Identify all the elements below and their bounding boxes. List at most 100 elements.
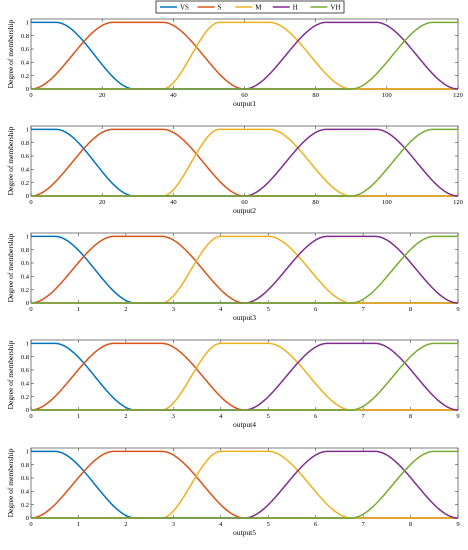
chart-panel-4: 0 1 2 3 4 5 6 7 8 9 0 0.2 0.4 0.6 0.8 1 output4 Degree of…: [6, 339, 460, 429]
x-tick-label: 4: [219, 521, 223, 528]
chart-panel-2: 0 20 40 60 80 100 120 0 0.2 0.4 0.6 0.8 1 output2 Degr…: [6, 125, 463, 215]
y-axis-label: Degree of membership: [6, 340, 15, 409]
y-tick-label: 0.8: [21, 33, 29, 40]
x-tick-label: 8: [409, 306, 412, 313]
x-tick-label: 2: [124, 521, 127, 528]
x-tick-label: 8: [409, 521, 412, 528]
y-axis-label: Degree of membership: [6, 233, 15, 302]
legend-label-m: M: [255, 4, 262, 12]
x-tick-label: 120: [453, 92, 463, 99]
chart-panel-3: 0 1 2 3 4 5 6 7 8 9 0 0.2 0.4 0.6 0.8 1 output3 Degree of…: [6, 232, 460, 322]
chart-panel-1: 0 20 40 60 80 100 120 0 0.2 0.4 0.6 0.8 1 output1 Degr…: [6, 18, 463, 108]
x-tick-label: 3: [172, 413, 175, 420]
series-line-vs: [31, 235, 458, 304]
y-tick-label: 1: [26, 127, 29, 134]
y-tick-label: 0.6: [21, 475, 30, 482]
y-tick-label: 1: [26, 20, 29, 27]
y-axis-label: Degree of membership: [6, 448, 15, 517]
y-tick-label: 0.8: [21, 247, 29, 254]
y-tick-label: 0.2: [21, 73, 29, 80]
x-tick-label: 9: [456, 306, 459, 313]
chart-panel-5: 0 1 2 3 4 5 6 7 8 9 0 0.2 0.4 0.6 0.8 1 output5 Degree of…: [6, 447, 460, 537]
x-tick-label: 1: [77, 306, 80, 313]
y-tick-label: 0.6: [21, 260, 30, 267]
legend-label-s: S: [218, 4, 222, 12]
x-tick-label: 120: [453, 199, 463, 206]
y-tick-label: 0.4: [21, 381, 30, 388]
x-tick-label: 100: [382, 199, 392, 206]
chart-panels: 0 20 40 60 80 100 12000.20.40.60.81output1Degr…: [6, 18, 463, 537]
x-tick-label: 4: [219, 413, 223, 420]
y-tick-label: 0.6: [21, 153, 30, 160]
y-tick-label: 1: [26, 234, 29, 241]
x-tick-label: 5: [267, 521, 270, 528]
x-tick-label: 3: [172, 521, 175, 528]
series-line-vh: [31, 128, 458, 197]
y-axis-label: Degree of membership: [6, 126, 15, 195]
x-tick-label: 7: [361, 306, 365, 313]
x-axis-label: output3: [233, 313, 256, 322]
series-line-vh: [31, 342, 458, 411]
series-line-vs: [31, 128, 458, 197]
x-tick-label: 20: [99, 92, 106, 99]
x-tick-label: 2: [124, 306, 127, 313]
x-axis-label: output1: [233, 99, 256, 108]
y-tick-label: 0.4: [21, 489, 30, 496]
x-axis-label: output5: [233, 528, 256, 537]
series-line-vh: [31, 450, 458, 519]
y-axis-label: Degree of membership: [6, 19, 15, 88]
x-tick-label: 2: [124, 413, 127, 420]
y-tick-label: 0: [26, 193, 29, 200]
x-tick-label: 0: [29, 199, 32, 206]
x-tick-label: 1: [77, 413, 80, 420]
x-tick-label: 80: [312, 199, 319, 206]
y-tick-label: 0.2: [21, 180, 29, 187]
x-tick-label: 0: [29, 306, 32, 313]
y-tick-label: 0: [26, 515, 29, 522]
y-tick-label: 0.2: [21, 394, 29, 401]
legend-label-h: H: [293, 4, 298, 12]
y-tick-label: 0.6: [21, 367, 30, 374]
y-tick-label: 0: [26, 407, 29, 414]
series-line-vs: [31, 21, 458, 90]
y-tick-label: 0.8: [21, 462, 29, 469]
x-tick-label: 9: [456, 413, 459, 420]
legend-label-vh: VH: [330, 4, 340, 12]
series-line-vs: [31, 450, 458, 519]
x-tick-label: 60: [241, 199, 248, 206]
x-tick-label: 80: [312, 92, 319, 99]
y-tick-label: 0.4: [21, 60, 30, 67]
x-axis-label: output2: [233, 206, 256, 215]
legend-label-vs: VS: [180, 4, 189, 12]
y-tick-label: 1: [26, 341, 29, 348]
x-tick-label: 6: [314, 521, 318, 528]
x-tick-label: 40: [170, 92, 177, 99]
series-line-vh: [31, 235, 458, 304]
x-axis-label: output4: [233, 420, 256, 429]
y-tick-label: 0.8: [21, 140, 29, 147]
x-tick-label: 3: [172, 306, 175, 313]
y-tick-label: 0.2: [21, 287, 29, 294]
x-tick-label: 9: [456, 521, 459, 528]
x-tick-label: 40: [170, 199, 177, 206]
y-tick-label: 0.4: [21, 274, 30, 281]
x-tick-label: 5: [267, 413, 270, 420]
x-tick-label: 7: [361, 521, 365, 528]
x-tick-label: 60: [241, 92, 248, 99]
y-tick-label: 1: [26, 449, 29, 456]
x-tick-label: 4: [219, 306, 223, 313]
series-line-vh: [31, 21, 458, 90]
y-tick-label: 0.6: [21, 46, 30, 53]
x-tick-label: 20: [99, 199, 106, 206]
y-tick-label: 0: [26, 300, 29, 307]
y-tick-label: 0: [26, 86, 29, 93]
x-tick-label: 6: [314, 306, 318, 313]
x-tick-label: 1: [77, 521, 80, 528]
x-tick-label: 7: [361, 413, 365, 420]
x-tick-label: 0: [29, 521, 32, 528]
x-tick-label: 6: [314, 413, 318, 420]
x-tick-label: 0: [29, 92, 32, 99]
legend: VS S M H VH: [155, 0, 345, 14]
y-tick-label: 0.4: [21, 167, 30, 174]
